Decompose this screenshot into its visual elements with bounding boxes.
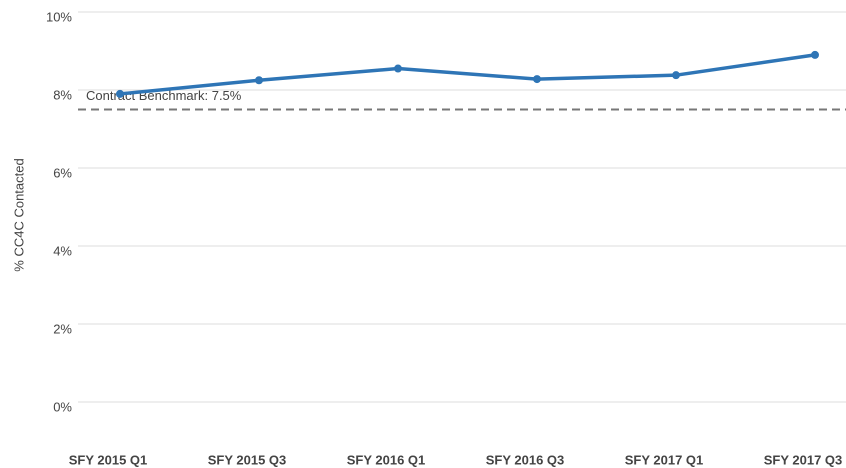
data-point	[811, 50, 819, 59]
x-tick-label: SFY 2017 Q3	[764, 452, 843, 467]
data-point	[394, 64, 402, 73]
y-tick-label: 10%	[46, 9, 72, 24]
data-point	[672, 71, 680, 80]
y-tick-label: 6%	[53, 165, 72, 180]
data-point	[533, 75, 541, 84]
x-tick-label: SFY 2016 Q1	[347, 452, 426, 467]
x-tick-label: SFY 2015 Q3	[208, 452, 287, 467]
data-line	[119, 53, 816, 96]
y-tick-label: 8%	[53, 87, 72, 102]
y-tick-label: 4%	[53, 243, 72, 258]
x-tick-label: SFY 2016 Q3	[486, 452, 565, 467]
x-tick-label: SFY 2017 Q1	[625, 452, 704, 467]
x-tick-label: SFY 2015 Q1	[69, 452, 148, 467]
data-point	[116, 89, 124, 98]
y-tick-label: 2%	[53, 321, 72, 336]
data-point	[255, 76, 263, 85]
y-axis-label: % CC4C Contacted	[11, 158, 26, 271]
y-tick-label: 0%	[53, 399, 72, 414]
